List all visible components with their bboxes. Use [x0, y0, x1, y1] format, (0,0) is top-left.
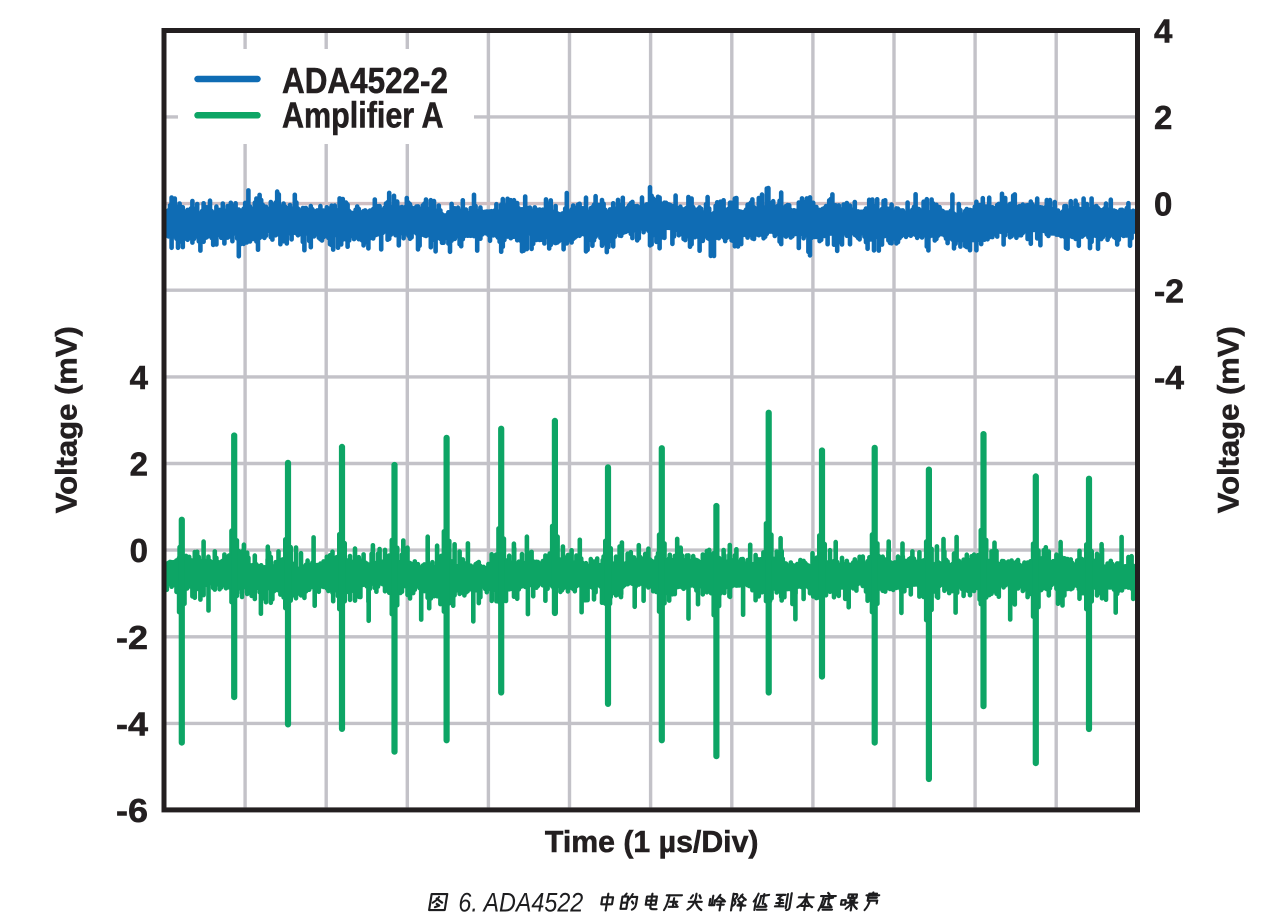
svg-text:-2: -2	[116, 619, 148, 656]
svg-text:2: 2	[1154, 99, 1172, 136]
svg-text:-6: -6	[116, 792, 148, 829]
svg-text:-2: -2	[1154, 272, 1184, 309]
svg-text:ADA4522-2: ADA4522-2	[282, 60, 448, 101]
svg-text:0: 0	[130, 532, 148, 569]
svg-text:Amplifier A: Amplifier A	[282, 95, 444, 136]
svg-text:6. ADA4522: 6. ADA4522	[458, 888, 583, 918]
svg-text:Voltage (mV): Voltage (mV)	[51, 326, 84, 513]
svg-text:4: 4	[1154, 13, 1173, 50]
svg-text:-4: -4	[1154, 359, 1185, 396]
svg-text:Voltage (mV): Voltage (mV)	[1213, 326, 1246, 513]
svg-text:Time (1 µs/Div): Time (1 µs/Div)	[545, 824, 759, 859]
svg-text:4: 4	[130, 359, 149, 396]
svg-text:0: 0	[1154, 186, 1172, 223]
svg-text:-4: -4	[116, 706, 149, 743]
svg-text:2: 2	[130, 446, 148, 483]
